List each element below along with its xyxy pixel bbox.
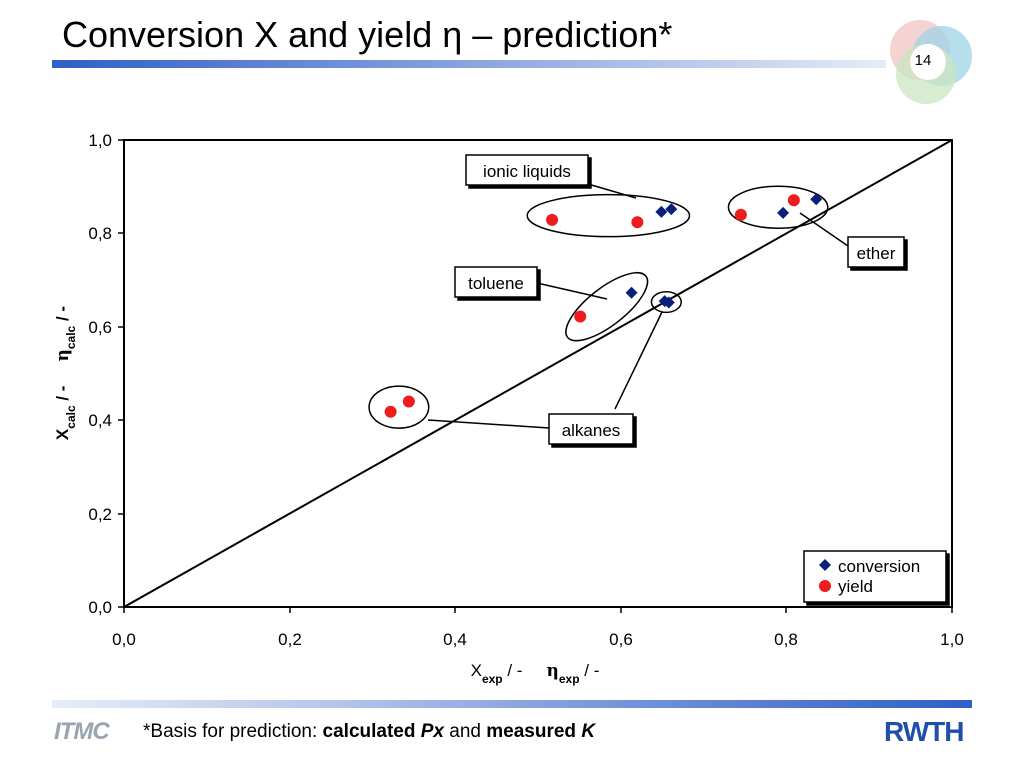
x-tick-label: 0,6 xyxy=(609,630,633,649)
annotation-box-ionic-liquids: ionic liquids xyxy=(465,154,589,186)
x-tick-labels: 0,0 0,2 0,4 0,6 0,8 1,0 xyxy=(112,630,964,649)
y-tick-label: 1,0 xyxy=(88,131,112,150)
data-point-conversion xyxy=(665,203,678,216)
annotation-label-toluene: toluene xyxy=(468,274,524,293)
leader-alkanes-left xyxy=(427,419,550,429)
logo-badge-icon xyxy=(890,20,972,104)
group-ellipse xyxy=(650,291,682,314)
annotation-box-toluene: toluene xyxy=(454,266,538,298)
rwth-logo: RWTH xyxy=(884,716,964,747)
y-tick-label: 0,0 xyxy=(88,598,112,617)
data-point-conversion xyxy=(777,206,790,219)
page-title: Conversion X and yield η – prediction* xyxy=(62,14,673,55)
group-ellipse xyxy=(368,385,430,429)
legend-circle-icon xyxy=(819,580,831,592)
leader-ionic-liquids xyxy=(587,183,637,199)
y-axis-label: Xcalc / -ηcalc / - xyxy=(53,306,78,440)
data-point-conversion xyxy=(625,286,638,299)
data-point-conversion xyxy=(655,205,668,218)
x-ticks xyxy=(123,607,953,613)
legend-entry-conversion: conversion xyxy=(838,557,920,576)
x-tick-label: 1,0 xyxy=(940,630,964,649)
data-point-conversion xyxy=(662,296,675,309)
x-tick-label: 0,0 xyxy=(112,630,136,649)
footnote: *Basis for prediction: calculated Px and… xyxy=(143,721,596,742)
annotation-label-ionic-liquids: ionic liquids xyxy=(483,162,571,181)
x-tick-label: 0,4 xyxy=(443,630,467,649)
data-point-yield xyxy=(787,194,800,207)
group-ellipse xyxy=(727,185,829,230)
data-point-yield xyxy=(734,208,747,221)
x-tick-label: 0,2 xyxy=(278,630,302,649)
parity-line xyxy=(123,139,953,608)
itmc-logo: ITMC xyxy=(54,718,110,745)
data-point-yield xyxy=(546,213,559,226)
annotation-box-ether: ether xyxy=(847,236,905,268)
data-point-yield xyxy=(631,216,644,229)
annotation-label-alkanes: alkanes xyxy=(562,421,621,440)
y-tick-label: 0,6 xyxy=(88,318,112,337)
legend-entry-yield: yield xyxy=(838,577,873,596)
data-point-yield xyxy=(402,395,415,408)
callout-leaders xyxy=(427,183,849,429)
title-rule xyxy=(52,60,886,68)
x-axis-label: Xexp / - ηexp / - xyxy=(471,661,600,686)
bottom-rule xyxy=(52,700,972,708)
y-ticks xyxy=(118,139,124,608)
leader-toluene xyxy=(536,282,608,300)
leader-alkanes-top xyxy=(614,311,663,410)
page-number: 14 xyxy=(914,52,932,69)
legend: conversion yield xyxy=(803,550,947,603)
group-ellipse xyxy=(526,193,691,238)
data-point-conversion xyxy=(810,193,823,206)
data-point-yield xyxy=(574,310,587,323)
group-ellipse xyxy=(565,272,649,342)
y-tick-label: 0,8 xyxy=(88,224,112,243)
data-point-yield xyxy=(384,405,397,418)
y-tick-labels: 0,0 0,2 0,4 0,6 0,8 1,0 xyxy=(88,131,112,617)
annotation-box-alkanes: alkanes xyxy=(548,413,634,445)
leader-ether xyxy=(799,212,849,247)
x-tick-label: 0,8 xyxy=(774,630,798,649)
y-tick-label: 0,4 xyxy=(88,411,112,430)
chart: 0,0 0,2 0,4 0,6 0,8 1,0 0,0 0,2 0,4 0,6 … xyxy=(53,131,964,686)
y-tick-label: 0,2 xyxy=(88,505,112,524)
legend-diamond-icon xyxy=(819,559,831,571)
annotation-label-ether: ether xyxy=(857,244,896,263)
